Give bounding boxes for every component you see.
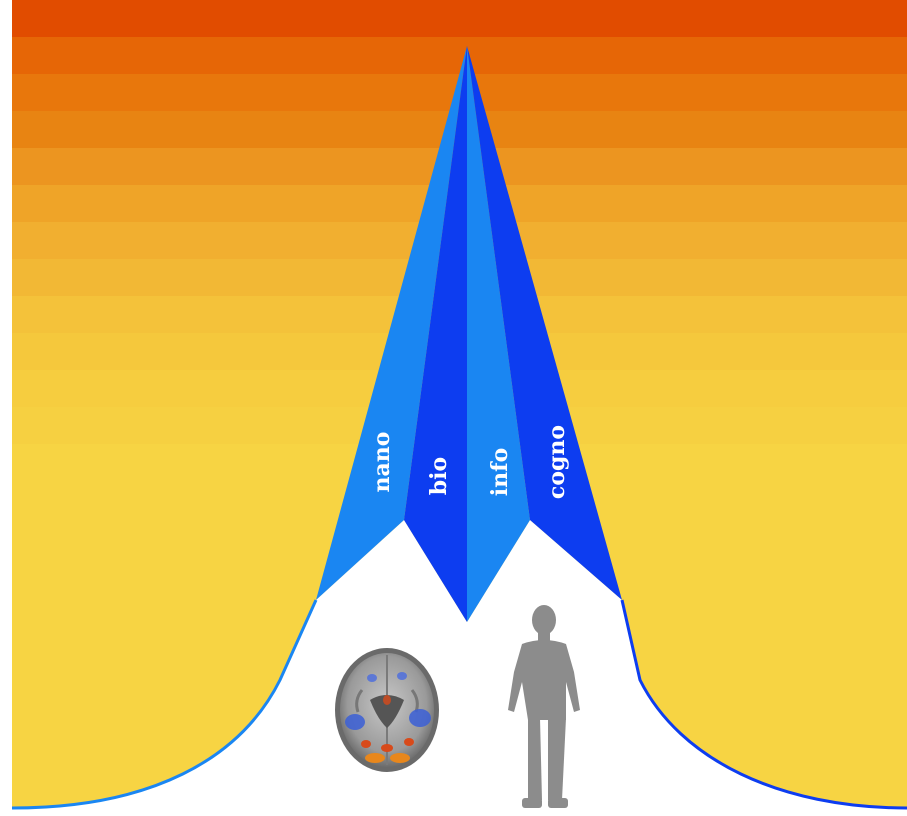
background-band — [12, 37, 907, 75]
segment-label-cogno: cogno — [544, 425, 570, 499]
segment-label-bio: bio — [426, 457, 452, 495]
segment-nano — [316, 46, 467, 600]
background-band — [12, 0, 907, 38]
human-figure-icon — [508, 605, 580, 808]
segment-bio — [404, 46, 467, 622]
segment-cogno — [467, 46, 622, 600]
segment-label-info: info — [487, 448, 513, 497]
segment-label-nano: nano — [369, 432, 395, 493]
bell-curve-outline-right — [620, 599, 907, 810]
segment-info — [467, 46, 530, 622]
brain-scan-icon — [335, 648, 439, 772]
bell-curve-outline — [11, 599, 318, 810]
